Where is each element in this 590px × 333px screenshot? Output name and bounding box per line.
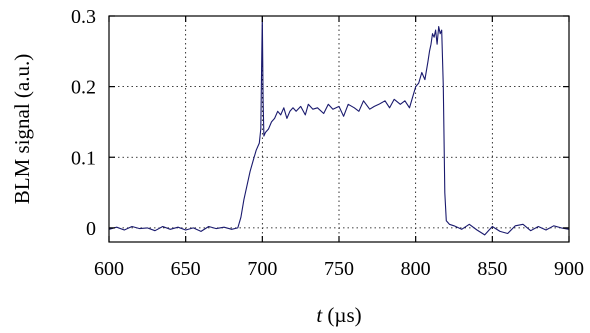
x-tick-label: 700	[247, 258, 277, 280]
x-axis-variable: t	[316, 303, 323, 327]
y-tick-label: 0	[86, 218, 96, 240]
y-tick-label: 0.2	[71, 77, 96, 99]
tick-label-layer: 600 650 700 750 800 850 900 0 0.1 0.2 0.3	[71, 6, 584, 280]
y-tick-label: 0.1	[71, 147, 96, 169]
y-axis-title: BLM signal (a.u.)	[10, 54, 34, 204]
x-tick-label: 600	[94, 258, 124, 280]
x-axis-unit: (µs)	[322, 303, 362, 327]
tick-layer	[108, 15, 570, 242]
x-tick-label: 850	[477, 258, 507, 280]
series-layer	[108, 15, 570, 236]
x-tick-label: 650	[171, 258, 201, 280]
x-tick-label: 800	[401, 258, 431, 280]
y-tick-label: 0.3	[71, 6, 96, 28]
grid-layer	[109, 15, 569, 242]
series-line	[108, 15, 570, 236]
x-tick-label: 900	[554, 258, 584, 280]
x-axis-title: t (µs)	[316, 303, 361, 327]
x-tick-label: 750	[324, 258, 354, 280]
